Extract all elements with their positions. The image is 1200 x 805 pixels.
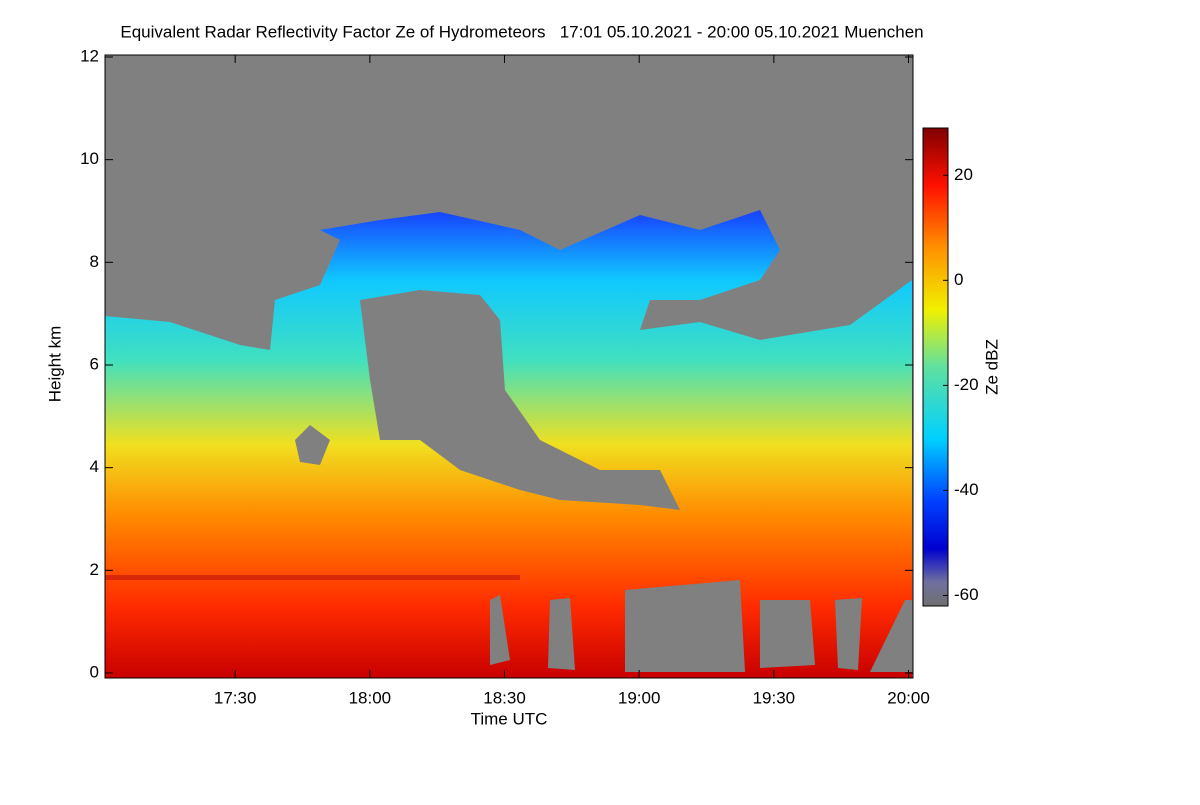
chart-title: Equivalent Radar Reflectivity Factor Ze … [120, 22, 923, 41]
y-axis-label: Height km [45, 326, 64, 403]
colorbar-tick-label: -60 [954, 585, 979, 604]
y-tick-label: 8 [90, 252, 99, 271]
plot-frame [104, 54, 914, 679]
colorbar-tick-label: 0 [954, 270, 963, 289]
colorbar [922, 127, 949, 607]
colorbar-tick-label: -40 [954, 480, 979, 499]
y-tick-label: 12 [80, 46, 99, 65]
y-tick-label: 6 [90, 354, 99, 373]
x-tick-label: 20:00 [887, 688, 930, 707]
radar-field [105, 55, 913, 678]
y-tick-label: 10 [80, 149, 99, 168]
x-tick-label: 18:00 [349, 688, 392, 707]
colorbar-label: Ze dBZ [982, 339, 1001, 395]
x-tick-label: 19:00 [618, 688, 661, 707]
colorbar-tick-label: -20 [954, 375, 979, 394]
x-tick-label: 17:30 [214, 688, 257, 707]
x-axis-label: Time UTC [471, 709, 548, 728]
y-tick-label: 0 [90, 662, 99, 681]
y-tick-label: 4 [90, 457, 99, 476]
colorbar-tick-label: 20 [954, 165, 973, 184]
y-tick-label: 2 [90, 560, 99, 579]
x-tick-label: 19:30 [753, 688, 796, 707]
x-tick-label: 18:30 [483, 688, 526, 707]
